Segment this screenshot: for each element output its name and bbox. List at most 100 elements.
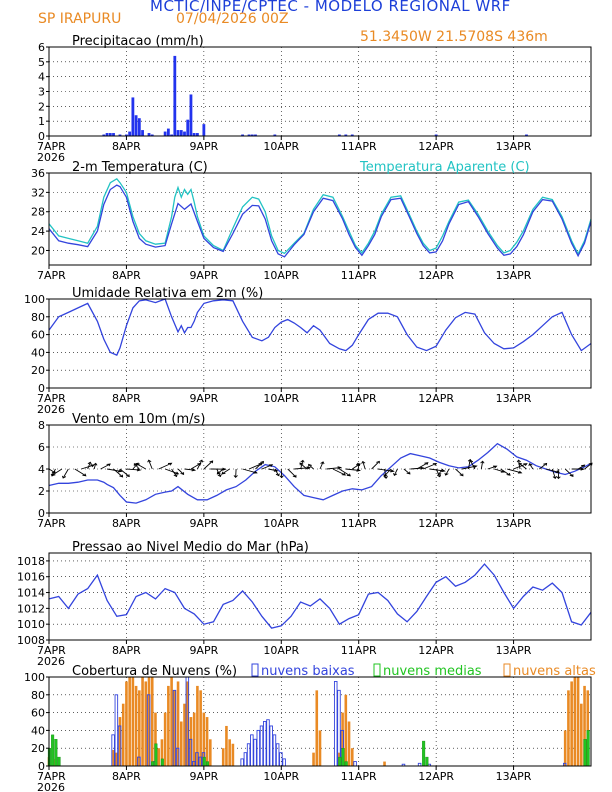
clouds-xtick-label: 13APR [496, 770, 532, 783]
clouds-bar [209, 739, 212, 766]
wind-arrow [119, 468, 130, 477]
clouds-bar [118, 717, 122, 766]
precip-bar [196, 133, 199, 136]
wind-arrow [299, 462, 308, 470]
wind-arrow-head [516, 459, 521, 463]
wind-title: Vento em 10m (m/s) [72, 412, 205, 427]
temp-frame [48, 172, 592, 266]
temp-series-line-1 [48, 184, 592, 258]
temp-series-line-0 [48, 177, 592, 256]
wind-arrow-head [356, 462, 361, 466]
humidity-xtick-label: 9APR [189, 392, 218, 405]
wind-arrow [319, 461, 324, 470]
clouds-bar [341, 748, 345, 767]
wind-arrow [100, 463, 111, 470]
wind-arrow [332, 468, 346, 476]
clouds-bar [183, 703, 186, 766]
clouds-bar [160, 758, 164, 767]
wind-arrow-head [174, 471, 180, 475]
wind-arrow-head [424, 462, 429, 466]
wind-arrow [74, 468, 87, 477]
wind-arrow [461, 465, 477, 470]
wind-arrow-head [518, 462, 523, 466]
precip-xtick-label: 10APR [263, 140, 299, 153]
humidity-xtick-label: 8APR [112, 392, 141, 405]
clouds-xtick-label: 7APR [37, 770, 66, 783]
precip-bar [170, 134, 173, 136]
wind-arrow [184, 468, 195, 471]
wind-arrow-head [390, 469, 395, 473]
wind-arrow-head [61, 475, 67, 479]
temp-title: 2-m Temperatura (C) [72, 160, 208, 175]
temp-panel: 20 24 28 32 36 7APR 8APR 9APR 10APR 11APR 12APR 13A… [31, 160, 592, 282]
wind-arrow-head [393, 473, 398, 476]
wind-arrow [93, 463, 97, 470]
precip-bar [147, 133, 151, 136]
wind-arrow [371, 461, 380, 470]
wind-arrow-head [268, 464, 274, 468]
wind-arrow-head [209, 460, 214, 464]
temp-ytick-label: 24 [31, 225, 45, 238]
legend-swatch [503, 663, 511, 677]
legend-label: nuvens baixas [261, 664, 355, 679]
wind-arrow-head [51, 473, 56, 476]
clouds-ytick-label: 60 [31, 707, 45, 720]
wind-arrow-head [569, 474, 574, 477]
precip-bar [137, 118, 141, 136]
pressure-ytick-label: 1014 [17, 587, 45, 600]
precip-bar [202, 124, 206, 136]
clouds-bar [312, 752, 315, 766]
clouds-bar [570, 681, 573, 766]
clouds-bar [573, 677, 577, 766]
wind-arrow-head [258, 463, 263, 466]
clouds-xtick-label: 10APR [263, 770, 299, 783]
clouds-bar [583, 685, 586, 766]
clouds-title: Cobertura de Nuvens (%) [72, 664, 237, 679]
wind-arrow-head [346, 473, 351, 477]
clouds-bar [279, 752, 283, 767]
wind-ytick-label: 6 [38, 441, 45, 454]
precip-bar [434, 134, 438, 136]
precip-xtick-label: 8APR [112, 140, 141, 153]
wind-arrow-head [306, 466, 312, 470]
wind-arrow-head [168, 462, 173, 466]
wind-arrow [81, 464, 94, 470]
wind-arrow [148, 459, 153, 470]
clouds-bar [173, 690, 177, 766]
wind-arrow [384, 468, 387, 479]
precip-bar [141, 130, 144, 136]
clouds-xtick-label: 12APR [418, 770, 454, 783]
clouds-bar [315, 690, 319, 766]
humidity-title: Umidade Relativa em 2m (%) [72, 286, 263, 301]
precip-bar [337, 134, 341, 136]
precip-ytick-label: 4 [38, 71, 45, 84]
wind-arrow [113, 468, 123, 478]
clouds-bar [563, 730, 567, 766]
clouds-bar [344, 694, 348, 766]
precip-ytick-label: 0 [38, 130, 45, 143]
wind-ytick-label: 8 [38, 419, 45, 432]
wind-arrow [217, 468, 224, 475]
wind-arrow [551, 468, 556, 479]
precip-bar [118, 134, 122, 136]
clouds-bar [157, 748, 160, 766]
wind-arrow-head [260, 460, 264, 464]
wind-arrow [326, 467, 341, 470]
wind-arrow-head [221, 471, 226, 475]
clouds-bar [246, 743, 251, 767]
clouds-bar [341, 712, 344, 766]
wind-xtick-label: 12APR [418, 517, 454, 530]
wind-panel: 0 2 4 6 8 7APR 8APR 9APR 10APR 11APR 12APR 13APR Ven… [37, 412, 593, 530]
clouds-bar [134, 685, 138, 766]
wind-arrow-head [356, 468, 361, 472]
clouds-bar [205, 717, 209, 766]
wind-arrow [416, 462, 429, 470]
pressure-xtick-label: 7APR [37, 644, 66, 657]
wind-arrow [190, 463, 201, 470]
clouds-bar [179, 721, 183, 766]
station-name: SP IRAPURU [38, 11, 122, 27]
wind-arrow [357, 463, 360, 470]
wind-arrow-head [82, 473, 87, 477]
temp-xtick-label: 12APR [418, 269, 454, 282]
